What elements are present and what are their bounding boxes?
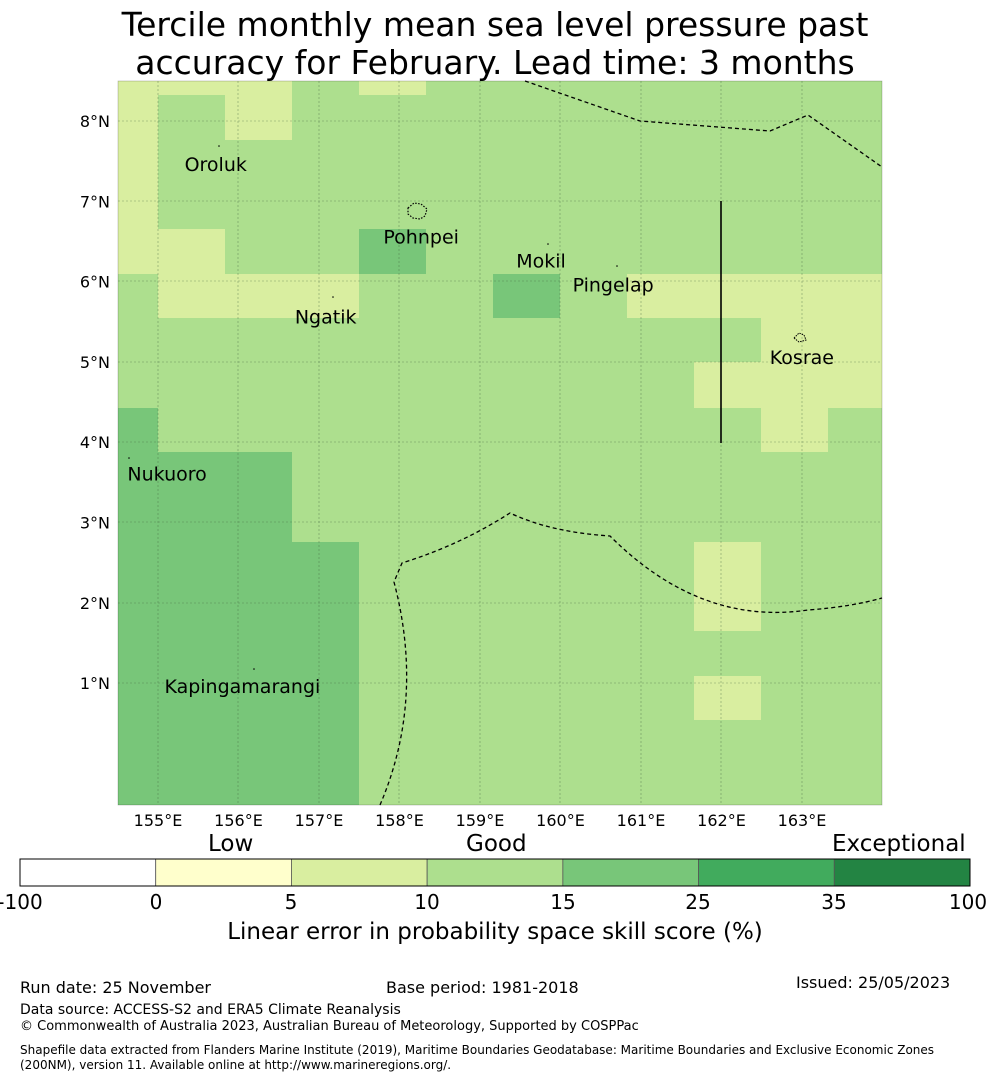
lon-tick-label: 158°E (375, 811, 424, 830)
lon-tick-label: 159°E (456, 811, 505, 830)
issued-date: Issued: 25/05/2023 (796, 973, 951, 992)
pohnpei-island-outline (407, 202, 428, 220)
lat-tick-label: 5°N (80, 353, 110, 372)
lon-tick-label: 162°E (697, 811, 746, 830)
copyright: © Commonwealth of Australia 2023, Austra… (20, 1019, 639, 1034)
low-skill-cells (118, 81, 882, 720)
good-high-cell (493, 274, 560, 318)
place-label-kosrae: Kosrae (770, 347, 834, 369)
colorbar-segment (698, 858, 835, 887)
colorbar-tick-label: 35 (821, 890, 847, 914)
run-date: Run date: 25 November (20, 978, 211, 997)
colorbar-tick-label: 25 (685, 890, 711, 914)
good-high-cell (118, 408, 158, 452)
low-cell (359, 81, 426, 95)
low-cell (158, 229, 225, 318)
data-source: Data source: ACCESS-S2 and ERA5 Climate … (20, 1002, 401, 1018)
place-labels: Oroluk Pohnpei Mokil Pingelap Ngatik Kosrae Nu… (127, 154, 834, 698)
lat-tick-label: 2°N (80, 594, 110, 613)
low-cell (158, 81, 292, 95)
kosrae-island-outline (793, 332, 807, 343)
lat-tick-label: 7°N (80, 192, 110, 211)
gridlines (118, 81, 882, 805)
colorbar-tick-label: 0 (149, 890, 163, 914)
eez-boundary-south (379, 512, 883, 806)
place-label-oroluk: Oroluk (185, 154, 247, 176)
colorbar-segment (833, 858, 971, 887)
colorbar-segment (155, 858, 292, 887)
lat-tick-label: 4°N (80, 433, 110, 452)
place-label-mokil: Mokil (516, 251, 566, 273)
lat-tick-label: 8°N (80, 112, 110, 131)
colorbar-segment (426, 858, 564, 887)
place-label-pohnpei: Pohnpei (383, 226, 459, 248)
colorbar-tick-label: 10 (414, 890, 440, 914)
place-label-nukuoro: Nukuoro (127, 463, 206, 485)
lon-tick-label: 155°E (134, 811, 183, 830)
colorbar-segment (19, 858, 157, 887)
axis-tick-labels: 155°E 156°E 157°E 158°E 159°E 160°E 161°E 162°E… (80, 112, 826, 830)
low-cell (761, 318, 882, 362)
low-cell (627, 274, 882, 318)
low-cell (761, 408, 828, 452)
colorbar-segment (291, 858, 428, 887)
colorbar-category-exceptional: Exceptional (832, 831, 966, 857)
lat-tick-label: 6°N (80, 273, 110, 292)
shapefile-credit: Shapefile data extracted from Flanders M… (20, 1043, 935, 1072)
title-line-2: accuracy for February. Lead time: 3 mont… (135, 43, 855, 82)
lat-tick-label: 1°N (80, 674, 110, 693)
eez-boundaries (379, 80, 883, 806)
atoll-dots (128, 145, 618, 670)
good-high-cell (118, 452, 292, 542)
base-period: Base period: 1981-2018 (386, 978, 579, 997)
colorbar (19, 858, 971, 887)
place-label-ngatik: Ngatik (295, 307, 357, 329)
lon-tick-label: 161°E (617, 811, 666, 830)
low-cell (694, 362, 882, 408)
map-title: Tercile monthly mean sea level pressure … (0, 6, 990, 82)
good-high-cell (359, 229, 426, 274)
colorbar-tick-label: -100 (0, 890, 43, 914)
lon-tick-label: 163°E (778, 811, 827, 830)
low-cell (694, 542, 761, 631)
low-cell (225, 95, 292, 140)
low-cell (225, 274, 359, 318)
colorbar-axis-label: Linear error in probability space skill … (227, 919, 763, 945)
map-frame (117, 80, 883, 806)
place-label-kapingamarangi: Kapingamarangi (164, 676, 320, 698)
lon-tick-label: 160°E (536, 811, 585, 830)
lat-tick-label: 3°N (80, 514, 110, 533)
good-high-cell (118, 542, 359, 805)
colorbar-segment (562, 858, 699, 887)
colorbar-tick-label: 5 (284, 890, 298, 914)
colorbar-category-good: Good (466, 831, 527, 857)
colorbar-tick-label: 15 (550, 890, 576, 914)
colorbar-tick-label: 100 (948, 890, 988, 914)
colorbar-outline (19, 858, 971, 887)
place-label-pingelap: Pingelap (573, 275, 654, 297)
low-cell (118, 81, 158, 274)
low-cell (694, 676, 761, 720)
title-line-1: Tercile monthly mean sea level pressure … (121, 5, 869, 44)
colorbar-category-low: Low (208, 831, 254, 857)
lon-tick-label: 156°E (214, 811, 263, 830)
eez-boundary-north (524, 80, 883, 168)
lon-tick-label: 157°E (295, 811, 344, 830)
